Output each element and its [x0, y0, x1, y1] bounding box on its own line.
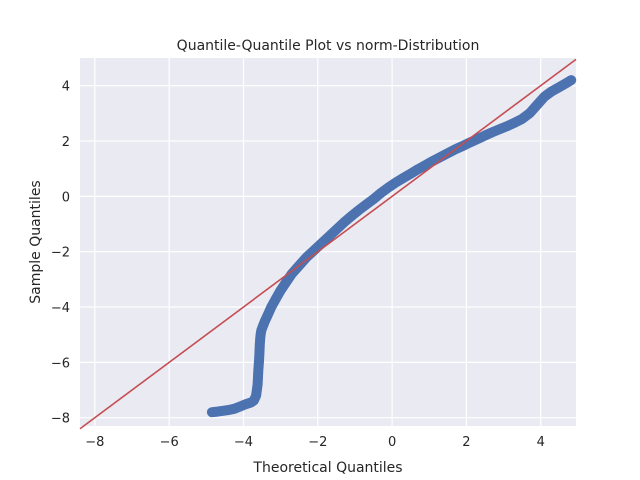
data-point [376, 188, 386, 198]
data-point [324, 231, 334, 241]
data-point [510, 118, 520, 128]
data-point [281, 277, 291, 287]
reference-line-group [79, 58, 577, 430]
grid-lines [80, 58, 576, 426]
data-points [206, 75, 577, 418]
data-point [253, 366, 263, 376]
x-tick-labels: −8 −6 −4 −2 0 2 4 [85, 435, 545, 450]
data-point [266, 302, 276, 312]
x-tick-label: −2 [308, 435, 327, 450]
data-point [487, 127, 497, 137]
data-point [398, 173, 408, 183]
data-point [421, 160, 431, 170]
y-tick-labels: −8 −6 −4 −2 0 2 4 [51, 80, 70, 427]
data-point [502, 121, 512, 131]
data-point [458, 141, 468, 151]
data-point [354, 205, 364, 215]
y-tick-label: −4 [51, 301, 70, 316]
data-point [346, 211, 356, 221]
data-point [525, 108, 535, 118]
y-tick-label: −2 [51, 246, 70, 261]
data-point [473, 134, 483, 144]
y-tick-label: −8 [51, 412, 70, 427]
chart-title: Quantile-Quantile Plot vs norm-Distribut… [177, 38, 480, 54]
data-point [251, 391, 261, 401]
data-point [254, 355, 264, 365]
data-point [554, 82, 564, 92]
data-point [316, 238, 326, 248]
data-point [443, 148, 453, 158]
data-point [539, 92, 549, 102]
y-tick-label: 0 [62, 190, 70, 205]
data-point [566, 75, 576, 85]
y-tick-label: 4 [62, 80, 70, 95]
data-point [383, 182, 393, 192]
data-point [270, 295, 280, 305]
x-tick-label: −4 [234, 435, 253, 450]
x-tick-label: 2 [462, 435, 470, 450]
reference-line [79, 58, 577, 430]
data-point [253, 379, 263, 389]
data-point [532, 100, 542, 110]
data-point [339, 218, 349, 228]
data-point [287, 269, 297, 279]
y-tick-label: 2 [62, 135, 70, 150]
y-axis-title: Sample Quantiles [28, 180, 44, 303]
data-point [428, 156, 438, 166]
data-point [480, 130, 490, 140]
data-point [263, 310, 273, 320]
x-tick-label: 4 [537, 435, 545, 450]
x-tick-label: −6 [160, 435, 179, 450]
data-point [547, 86, 557, 96]
y-tick-label: −6 [51, 356, 70, 371]
data-point [406, 169, 416, 179]
data-point [391, 178, 401, 188]
data-point [309, 245, 319, 255]
data-point [369, 194, 379, 204]
x-axis-title: Theoretical Quantiles [252, 460, 402, 476]
data-point [276, 285, 286, 295]
data-point [302, 252, 312, 262]
x-tick-label: −8 [85, 435, 104, 450]
data-point [517, 114, 527, 124]
data-point [254, 346, 264, 356]
data-point [495, 124, 505, 134]
data-point [331, 225, 341, 235]
data-point [413, 164, 423, 174]
x-tick-label: 0 [388, 435, 396, 450]
data-point [361, 200, 371, 210]
